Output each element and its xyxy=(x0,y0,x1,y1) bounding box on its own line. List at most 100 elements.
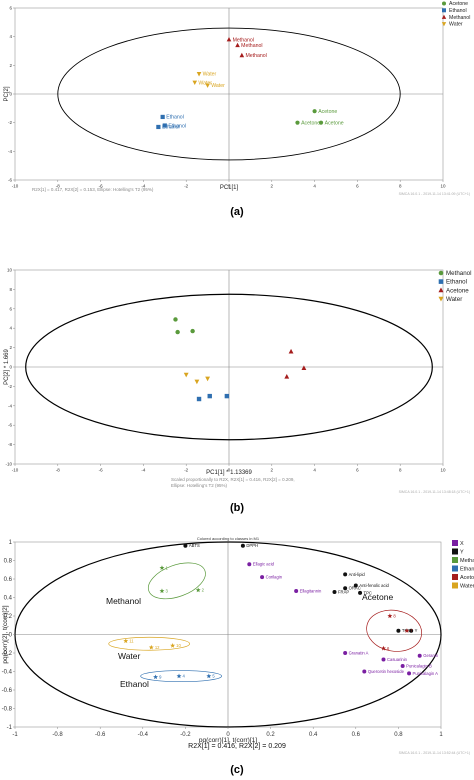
panel-a: R2X[1] = 0.417, R2X[2] = 0.153, Ellipse:… xyxy=(4,1,470,218)
panel-c-group-ellipse-methanol xyxy=(147,562,206,600)
panel-b-y-tick-label: -2 xyxy=(8,384,12,389)
panel-b-point-acetone xyxy=(301,365,307,370)
panel-c-point-x xyxy=(247,562,252,567)
panel-c-point-label: TPC xyxy=(364,590,372,595)
panel-c-caption: (c) xyxy=(230,764,244,776)
panel-a-point-label: Methanol xyxy=(241,43,262,49)
panel-c-point-label: DPPH xyxy=(246,543,258,548)
panel-c-point-x xyxy=(343,651,348,655)
panel-c-point-x xyxy=(260,575,265,580)
panel-c-point-label: Anti-fenolic acid xyxy=(359,583,389,588)
panel-a-legend-marker-ethanol xyxy=(442,8,446,13)
panel-b-legend-label-methanol: Methanol xyxy=(446,270,471,277)
panel-c-y-tick-label: 0 xyxy=(9,633,13,639)
panel-c-x-tick-label: -0.2 xyxy=(180,732,191,738)
panel-a-legend-label-acetone: Acetone xyxy=(449,1,468,7)
panel-b-y-axis-label: PC[2] * 1.669 xyxy=(4,348,10,384)
panel-a-x-tick-label: 4 xyxy=(313,184,316,189)
panel-c-y-tick-label: -0.6 xyxy=(2,688,13,694)
panel-c-legend-swatch-acetone xyxy=(452,574,458,580)
panel-c-point-y xyxy=(183,543,188,548)
panel-a-footer: R2X[1] = 0.417, R2X[2] = 0.153, Ellipse:… xyxy=(32,187,154,192)
panel-c-point-y xyxy=(240,543,245,548)
panel-c-point-label: Geranin xyxy=(423,653,439,658)
panel-c-group-label-ethanol: Ethanol xyxy=(120,679,149,689)
panel-c-point-y xyxy=(332,589,337,594)
panel-a-x-tick-label: -8 xyxy=(56,184,60,189)
panel-c-point-water xyxy=(170,643,176,648)
panel-b-point-water xyxy=(205,376,211,382)
panel-a-hotelling-ellipse xyxy=(57,27,401,161)
panel-b-x-tick-label: 8 xyxy=(399,468,402,473)
panel-b-y-tick-label: 6 xyxy=(9,306,12,311)
panel-c-point-acetone xyxy=(381,645,386,651)
panel-c-point-label: Quercetin hexoside xyxy=(368,669,405,674)
panel-a-point-ethanol xyxy=(156,124,161,130)
panel-c-point-label: 6 xyxy=(387,646,390,651)
panel-b-legend-marker-acetone xyxy=(438,287,444,293)
panel-c-point-ethanol xyxy=(206,673,212,679)
panel-c-x-tick-label: 0.8 xyxy=(394,732,403,738)
panel-a-x-axis-label: PC1[1] xyxy=(220,185,239,191)
panel-a-point-label: Methanol xyxy=(233,37,254,43)
panel-b-y-tick-label: -6 xyxy=(8,423,12,428)
panel-b-x-tick-label: -6 xyxy=(99,468,103,473)
panel-c-point-acetone xyxy=(387,613,393,619)
panel-b-y-tick-label: 4 xyxy=(9,326,12,331)
panel-b-footer-line-2: Ellipse: Hotelling's T2 (95%) xyxy=(171,483,228,488)
panel-c-point-label: 3 xyxy=(165,588,168,593)
panel-a-point-acetone xyxy=(295,120,300,125)
panel-c-point-label: Ellagic acid xyxy=(253,562,275,567)
panel-c-point-label: 10 xyxy=(176,643,181,648)
panel-b-y-tick-label: 2 xyxy=(9,345,12,350)
panel-b: Scaled proportionally to R2X, R2X[1] = 0… xyxy=(4,268,471,515)
panel-c-point-x xyxy=(362,669,367,674)
panel-b-legend-label-water: Water xyxy=(446,296,462,303)
panel-c-point-y xyxy=(358,590,363,595)
panel-c-y-tick-label: 1 xyxy=(9,540,13,546)
panel-c-point-x xyxy=(294,589,299,594)
panel-a-point-label: Ethanol xyxy=(162,125,180,131)
panel-b-x-tick-label: -10 xyxy=(12,468,19,473)
panel-c-group-ellipse-water xyxy=(108,636,191,651)
panel-a-y-axis-label: PC[2] xyxy=(4,86,10,101)
panel-b-y-tick-label: 8 xyxy=(9,287,12,292)
panel-c-x-tick-label: 0.2 xyxy=(266,732,275,738)
panel-c-legend-swatch-methanol xyxy=(452,557,458,563)
panel-a-legend-marker-water xyxy=(441,22,447,27)
panel-c-point-label: Granatin A xyxy=(349,650,369,655)
panel-c-point-label: 5 xyxy=(212,674,215,679)
panel-c-legend-swatch-ethanol xyxy=(452,565,458,572)
panel-a-watermark: SIMCA 16.0.1 - 2019-11-14 13:41:09 (UTC+… xyxy=(399,192,470,196)
panel-c-point-label: Punicalagin A xyxy=(413,671,439,676)
panel-a-point-label: Methanol xyxy=(245,53,266,59)
panel-a-x-tick-label: 2 xyxy=(271,184,274,189)
panel-c-point-y xyxy=(396,628,401,633)
panel-a-y-tick-label: 2 xyxy=(9,63,12,68)
panel-b-legend-marker-methanol xyxy=(438,270,444,276)
panel-c-group-ellipse-acetone xyxy=(366,609,422,652)
panel-b-x-tick-label: 2 xyxy=(271,468,274,473)
panel-c-point-y xyxy=(409,628,414,633)
panel-b-x-tick-label: -2 xyxy=(184,468,188,473)
panel-c-point-methanol xyxy=(159,565,165,570)
panel-c-point-label: 2 xyxy=(202,588,205,593)
panel-b-footer-line-1: Scaled proportionally to R2X, R2X[1] = 0… xyxy=(171,477,295,482)
panel-c-legend-label-x: X xyxy=(460,541,464,547)
panel-c-y-tick-label: 0.4 xyxy=(4,596,13,602)
panel-a-legend-marker-acetone xyxy=(442,1,446,6)
panel-c-point-x xyxy=(417,653,422,658)
panel-c-point-label: ABTS xyxy=(189,543,200,548)
panel-c-point-label: 11 xyxy=(129,638,134,643)
panel-a-point-acetone xyxy=(312,109,317,114)
panel-c-x-axis-label: pq(corr)[1], t(corr)[1] xyxy=(199,737,257,744)
panel-a-legend-label-ethanol: Ethanol xyxy=(449,8,467,14)
panel-a-x-tick-label: -4 xyxy=(141,184,145,189)
panel-c-point-y xyxy=(343,572,348,577)
panel-b-y-tick-label: -4 xyxy=(8,403,12,408)
panel-a-point-label: Ethanol xyxy=(166,115,184,121)
panel-b-x-tick-label: -4 xyxy=(141,468,145,473)
panel-c-y-tick-label: -0.4 xyxy=(2,670,13,676)
panel-a-point-methanol xyxy=(235,42,240,48)
panel-a-legend-label-methanol: Methanol xyxy=(449,15,470,21)
